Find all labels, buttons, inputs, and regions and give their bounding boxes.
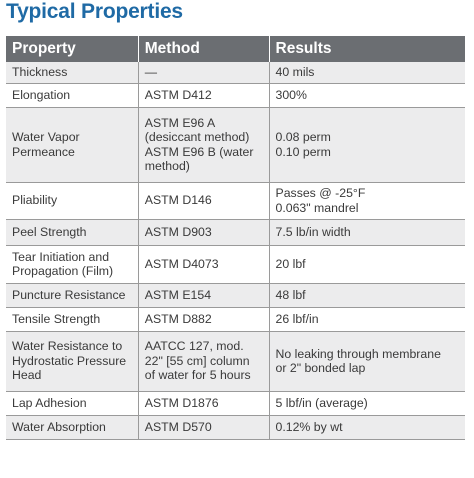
cell-method: ASTM D882 [138,307,270,332]
cell-method: ASTM E154 [138,283,270,308]
cell-property: Tear Initiation and Propagation (Film) [6,245,139,284]
cell-results: 5 lbf/in (average) [269,391,465,416]
cell-property: Peel Strength [6,219,139,246]
table-row: Peel Strength ASTM D903 7.5 lb/in width [6,219,465,246]
table-row: Puncture Resistance ASTM E154 48 lbf [6,283,465,308]
cell-property: Water Vapor Permeance [6,107,139,183]
cell-method: — [138,62,270,84]
cell-results: 0.12% by wt [269,415,465,440]
cell-method: ASTM D1876 [138,391,270,416]
cell-property: Tensile Strength [6,307,139,332]
cell-results: Passes @ -25°F 0.063" mandrel [269,182,465,220]
column-header-results: Results [269,36,465,62]
cell-property: Pliability [6,182,139,220]
cell-property: Elongation [6,83,139,108]
cell-method: ASTM D570 [138,415,270,440]
table-row: Elongation ASTM D412 300% [6,83,465,108]
cell-results: 26 lbf/in [269,307,465,332]
cell-method: ASTM D4073 [138,245,270,284]
cell-method: AATCC 127, mod. 22" [55 cm] column of wate… [138,331,270,392]
cell-method: ASTM D146 [138,182,270,220]
cell-results: 0.08 perm 0.10 perm [269,107,465,183]
cell-results: 48 lbf [269,283,465,308]
cell-property: Water Resistance to Hydrostatic Pressure H… [6,331,139,392]
cell-results: 40 mils [269,62,465,84]
table-row: Water Vapor Permeance ASTM E96 A (desiccan… [6,107,465,183]
page-title: Typical Properties [6,0,183,23]
column-header-method: Method [138,36,270,62]
cell-results: 20 lbf [269,245,465,284]
table-header-row: Property Method Results [6,36,465,62]
table-row: Tear Initiation and Propagation (Film) AS… [6,245,465,284]
table-row: Pliability ASTM D146 Passes @ -25°F 0.063… [6,182,465,220]
cell-results: 7.5 lb/in width [269,219,465,246]
properties-table: Property Method Results Thickness — 40 m… [6,36,465,440]
table-row: Lap Adhesion ASTM D1876 5 lbf/in (averag… [6,391,465,416]
cell-results: No leaking through membrane or 2" bonded … [269,331,465,392]
table-row: Water Absorption ASTM D570 0.12% by wt [6,415,465,440]
cell-method: ASTM E96 A (desiccant method) ASTM E96 B (… [138,107,270,183]
column-header-property: Property [6,36,139,62]
cell-property: Water Absorption [6,415,139,440]
cell-property: Lap Adhesion [6,391,139,416]
table-row: Tensile Strength ASTM D882 26 lbf/in [6,307,465,332]
cell-method: ASTM D412 [138,83,270,108]
cell-method: ASTM D903 [138,219,270,246]
cell-results: 300% [269,83,465,108]
cell-property: Puncture Resistance [6,283,139,308]
table-row: Thickness — 40 mils [6,62,465,84]
table-row: Water Resistance to Hydrostatic Pressure H… [6,331,465,392]
cell-property: Thickness [6,62,139,84]
